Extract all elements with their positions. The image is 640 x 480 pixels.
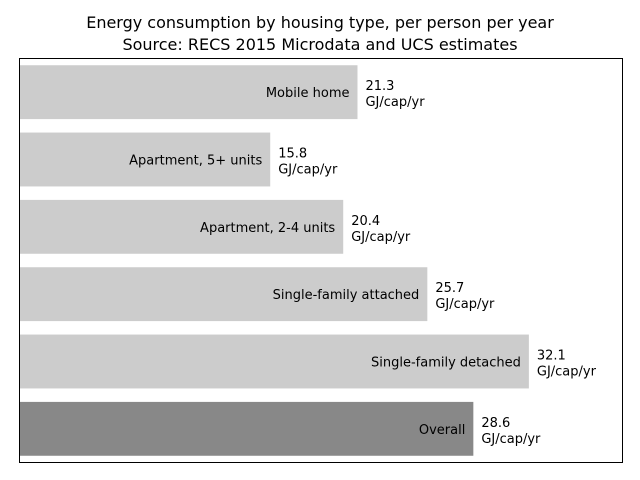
value-label: 32.1: [537, 349, 566, 364]
unit-label: GJ/cap/yr: [435, 297, 495, 312]
value-label: 15.8: [278, 147, 307, 162]
unit-label: GJ/cap/yr: [351, 230, 411, 245]
value-label: 28.6: [481, 416, 510, 431]
value-label: 25.7: [435, 281, 464, 296]
chart-subtitle: Source: RECS 2015 Microdata and UCS esti…: [122, 35, 518, 54]
value-label: 21.3: [365, 79, 394, 94]
category-label: Apartment, 5+ units: [129, 154, 262, 169]
unit-label: GJ/cap/yr: [537, 365, 597, 380]
bar: [19, 132, 271, 187]
category-label: Single-family attached: [273, 288, 420, 303]
bar: [19, 267, 428, 322]
unit-label: GJ/cap/yr: [278, 163, 338, 178]
category-label: Single-family detached: [371, 356, 521, 371]
unit-label: GJ/cap/yr: [365, 95, 425, 110]
plot-frame: [19, 58, 623, 463]
category-label: Overall: [419, 423, 465, 438]
bar: [19, 334, 529, 389]
bar: [19, 199, 344, 254]
category-label: Mobile home: [266, 86, 350, 101]
bar: [19, 401, 474, 456]
value-label: 20.4: [351, 214, 380, 229]
chart-title: Energy consumption by housing type, per …: [86, 13, 554, 32]
category-label: Apartment, 2-4 units: [200, 221, 335, 236]
bar: [19, 65, 358, 120]
chart-title-block: Energy consumption by housing type, per …: [0, 12, 640, 56]
unit-label: GJ/cap/yr: [481, 432, 541, 447]
